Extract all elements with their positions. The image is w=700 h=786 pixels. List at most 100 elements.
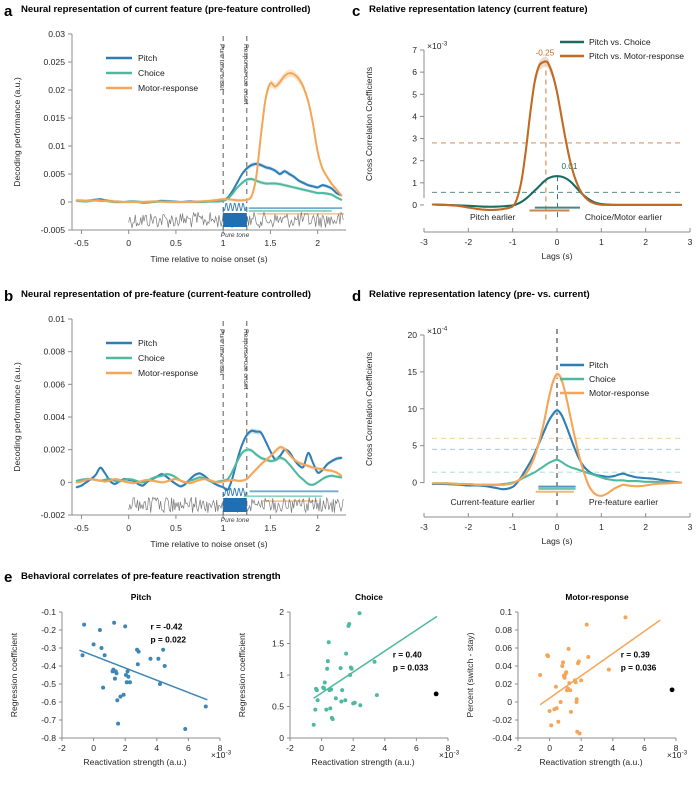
scatter-point (554, 706, 559, 711)
panel-d-title: Relative representation latency (pre- vs… (369, 289, 590, 300)
scatter-point (112, 676, 117, 681)
y-tick-label: 0.002 (43, 445, 65, 455)
x-tick-label: 8 (674, 743, 679, 753)
scatter-point (577, 731, 582, 736)
scatter-point (157, 682, 162, 686)
scatter-point (333, 696, 338, 701)
scatter-point (123, 624, 128, 629)
scatter-point (374, 693, 379, 698)
panel-c-letter: c (352, 3, 361, 20)
scatter-point (183, 727, 188, 731)
y-tick-label: 0 (412, 200, 417, 210)
y-tick-label: 0.025 (43, 57, 65, 67)
scatter-point (135, 662, 140, 667)
x-tick-label: 0 (126, 238, 131, 248)
series-line (75, 446, 343, 485)
y-tick-label: 0.1 (500, 607, 512, 617)
x-tick-label: 4 (154, 743, 159, 753)
x-tick-label: -2 (58, 743, 66, 753)
y-tick-label: 6 (412, 67, 417, 77)
legend-label: Choice (138, 353, 165, 363)
scatter-point (325, 666, 330, 671)
region-label-right: Choice/Motor earlier (585, 212, 663, 222)
y-tick-label: 0.06 (495, 643, 512, 653)
x-tick-label: -3 (420, 237, 428, 247)
scatter-point (546, 654, 551, 659)
scatter-point (315, 698, 320, 703)
scatter-point (321, 686, 326, 691)
y-tick-label: -0.002 (41, 510, 66, 520)
scatter-point (564, 670, 569, 675)
x-tick-label: 0 (555, 522, 560, 532)
scatter-point (339, 699, 344, 704)
scatter-title: Motor-response (565, 592, 629, 602)
x-axis-label: Lags (s) (541, 536, 572, 546)
scatter-pitch: Pitch -0.8 -0.7 -0.6 -0.5 -0.4 -0.3 -0.2 -0.1 -2 0… (9, 592, 232, 767)
y-tick-label: 5 (412, 89, 417, 99)
event-line-label: Pure tone onset (218, 44, 225, 91)
scatter-point (560, 664, 565, 668)
scatter-point (99, 646, 104, 650)
scatter-point (567, 681, 572, 686)
x-tick-label: -2 (514, 743, 522, 753)
scatter-point (579, 678, 584, 683)
scatter-point (586, 655, 591, 659)
x-tick-label: 2 (315, 523, 320, 533)
axis-exponent: ×10-3 (211, 749, 232, 760)
legend-label: Pitch (138, 53, 157, 63)
outlier-point (433, 691, 439, 697)
x-tick-label: -0.5 (74, 523, 89, 533)
x-tick-label: 0 (555, 237, 560, 247)
x-axis-label: Time relative to noise onset (s) (150, 539, 267, 549)
x-tick-label: 2 (315, 238, 320, 248)
axis-exponent: ×10-3 (667, 749, 688, 760)
stat-r: r = 0.40 (393, 649, 422, 659)
peak-label: 0.01 (561, 162, 577, 171)
x-tick-label: 1 (599, 237, 604, 247)
legend-label: Choice (138, 68, 165, 78)
x-tick-label: 2 (643, 522, 648, 532)
x-axis-label: Reactivation strength (a.u.) (83, 757, 186, 767)
y-tick-label: -0.7 (41, 715, 56, 725)
scatter-point (348, 673, 353, 677)
series-line (431, 409, 683, 491)
scatter-point (338, 666, 343, 671)
scatter-point (324, 707, 329, 712)
x-tick-label: -0.5 (74, 238, 89, 248)
axis-exponent: ×10-3 (427, 40, 448, 51)
y-tick-label: 0.02 (495, 679, 512, 689)
scatter-point (116, 721, 121, 726)
pure-tone-wave (222, 202, 247, 212)
scatter-title: Choice (355, 592, 383, 602)
scatter-point (574, 697, 579, 702)
scatter-point (576, 659, 581, 664)
panel-a-title: Neural representation of current feature… (21, 4, 311, 15)
scatter-point (568, 709, 573, 714)
x-tick-label: 2 (351, 743, 356, 753)
y-tick-label: 0.015 (43, 113, 65, 123)
scatter-point (97, 628, 102, 632)
stat-r: r = -0.42 (150, 622, 182, 632)
scatter-point (561, 660, 566, 665)
y-tick-label: 2 (279, 607, 284, 617)
peak-label: -0.25 (536, 49, 555, 58)
x-tick-label: 8 (446, 743, 451, 753)
y-tick-label: 3 (412, 134, 417, 144)
x-tick-label: 1 (221, 523, 226, 533)
y-tick-label: 20 (407, 330, 417, 340)
y-tick-label: -0.1 (41, 607, 56, 617)
panel-a-letter: a (4, 3, 13, 20)
legend-label: Pitch vs. Choice (589, 37, 651, 47)
x-tick-label: 0.5 (170, 523, 182, 533)
scatter-point (136, 649, 141, 654)
x-tick-label: -2 (465, 522, 473, 532)
y-tick-label: 0 (412, 478, 417, 488)
scatter-point (80, 653, 85, 658)
panel-d-letter: d (352, 288, 362, 305)
regression-fit-line (539, 619, 661, 706)
scatter-point (127, 680, 132, 685)
y-tick-label: 0.01 (48, 141, 65, 151)
scatter-point (311, 722, 316, 727)
scatter-point (340, 688, 345, 693)
legend-label: Motor-response (138, 368, 198, 378)
